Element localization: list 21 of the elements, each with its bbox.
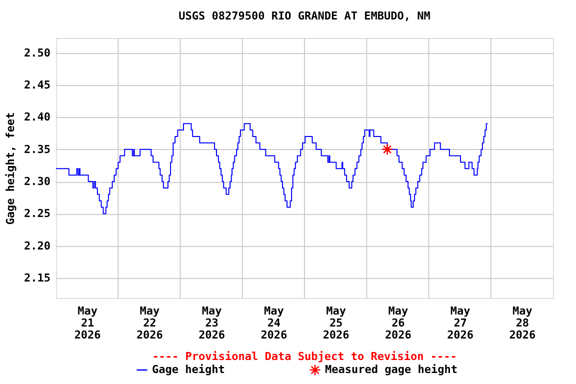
y-tick-label: 2.20 <box>24 239 50 252</box>
x-tick-label: May 22 2026 <box>136 304 164 342</box>
y-tick-label: 2.30 <box>24 175 50 188</box>
x-tick-label: May 23 2026 <box>198 304 226 342</box>
y-tick-label: 2.35 <box>24 142 50 156</box>
text: ---- Provisional Data Subject to Revision ---- <box>152 350 457 363</box>
y-tick-label: 2.40 <box>24 110 50 124</box>
y-tick-label: 2.25 <box>24 207 50 220</box>
legend-label: Gage height <box>152 363 225 376</box>
y-axis-title: Gage height, feet <box>4 112 18 225</box>
y-tick-label: 2.15 <box>24 272 50 285</box>
x-tick-label: May 26 2026 <box>384 304 412 342</box>
legend-label: Measured gage height <box>325 363 458 376</box>
x-tick-label: May 21 2026 <box>74 304 102 342</box>
y-tick-label: 2.45 <box>24 78 50 92</box>
x-tick-label: May 28 2026 <box>509 304 536 342</box>
x-tick-label: May 27 2026 <box>447 304 474 342</box>
x-tick-label: May 24 2026 <box>260 304 288 342</box>
x-tick-label: May 25 2026 <box>322 304 350 342</box>
chart-title: USGS 08279500 RIO GRANDE AT EMBUDO, NM <box>178 10 431 22</box>
y-tick-label: 2.50 <box>24 46 50 60</box>
